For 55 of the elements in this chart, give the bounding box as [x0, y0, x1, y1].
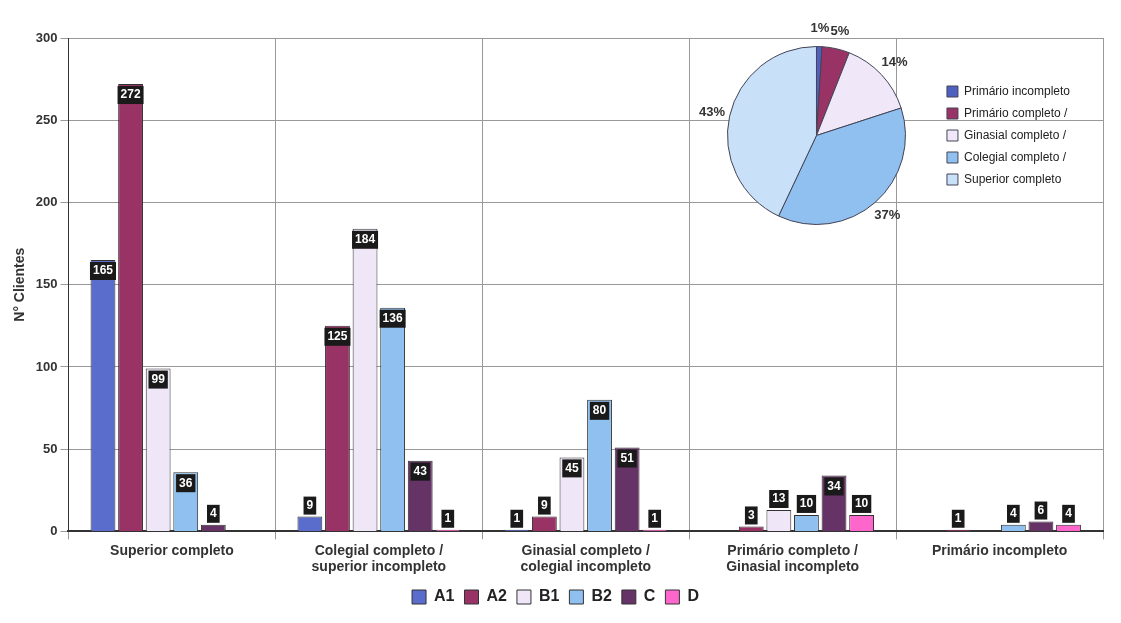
data-label: 4 [1010, 506, 1017, 521]
data-label: 43% [699, 103, 726, 119]
data-label: 3 [747, 507, 755, 522]
legend-label: Primário completo / [963, 105, 1068, 120]
y-tick-label: 0 [50, 522, 58, 538]
y-tick-label: 250 [35, 111, 58, 127]
data-label: 4 [209, 506, 217, 521]
data-label: 80 [592, 403, 607, 418]
y-tick-label: 50 [43, 440, 58, 456]
data-label: 9 [306, 497, 314, 512]
y-tick-label: 150 [35, 276, 58, 292]
legend-label: C [643, 587, 656, 605]
data-label: 36 [179, 475, 193, 490]
x-tick-label: Colegial completo / superior incompleto [311, 541, 447, 575]
legend-label: B1 [538, 587, 560, 605]
data-label: 6 [1037, 502, 1045, 517]
data-label: 1 [444, 511, 452, 526]
data-label: 37% [874, 207, 901, 223]
data-label: 51 [620, 450, 635, 465]
data-label: 9 [541, 497, 549, 512]
data-label: 43 [413, 463, 428, 478]
legend-label: Ginasial completo / [963, 127, 1067, 142]
legend-label: A1 [434, 587, 455, 605]
data-label: 272 [120, 87, 141, 102]
data-label: 1% [810, 20, 830, 36]
data-label: 13 [772, 491, 786, 506]
legend-label: Primário incompleto [963, 83, 1071, 98]
y-tick-label: 200 [35, 194, 58, 210]
data-label: 99 [151, 371, 166, 386]
data-label: 136 [382, 311, 403, 326]
data-label: 184 [355, 232, 376, 247]
x-tick-label: Ginasial completo / colegial incompleto [520, 541, 652, 575]
data-label: 1 [651, 511, 659, 526]
legend-label: Superior completo [963, 171, 1062, 186]
legend-label: Colegial completo / [963, 149, 1067, 164]
data-label: 14% [881, 53, 908, 69]
y-axis-title: N° Clientes [11, 247, 28, 322]
x-tick-label: Primário completo / Ginasial incompleto [726, 541, 860, 575]
legend-label: A2 [486, 587, 508, 605]
y-tick-label: 300 [35, 29, 58, 45]
y-tick-label: 100 [35, 358, 58, 374]
x-tick-label: Superior completo [110, 541, 234, 558]
data-label: 1 [513, 511, 521, 526]
x-tick-label: Primário incompleto [931, 541, 1068, 558]
data-label: 4 [1065, 506, 1073, 521]
data-label: 165 [92, 263, 114, 278]
data-label: 10 [854, 496, 869, 511]
data-label: 45 [565, 460, 579, 475]
data-label: 34 [827, 478, 842, 493]
data-label: 10 [799, 496, 814, 511]
legend-label: D [687, 587, 699, 605]
data-label: 5% [830, 22, 850, 38]
legend-label: B2 [591, 587, 612, 605]
data-label: 125 [327, 329, 348, 344]
data-label: 1 [954, 511, 962, 526]
